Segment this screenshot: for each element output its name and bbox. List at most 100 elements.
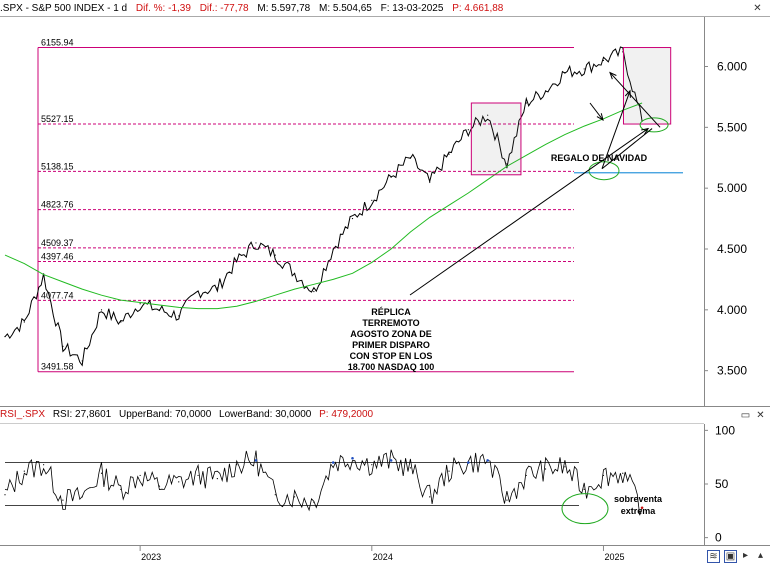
price-point [429,181,431,183]
rsi-point [622,472,624,474]
price-point [62,345,64,347]
rsi-header: RSI_.SPX RSI: 27,8601 UpperBand: 70,0000… [0,408,378,422]
price-series-line [4,46,643,367]
fib-level-label: 4077.74 [41,290,74,300]
change-percent: Dif. %: -1,39 [135,3,191,14]
rsi-lower: LowerBand: 30,0000 [219,409,312,420]
time-tick-label: 2024 [373,552,393,562]
rsi-point [100,472,103,474]
rsi-point [120,488,122,490]
price-point [23,321,25,323]
price-point [525,102,527,104]
save-icon[interactable]: ▣ [724,550,737,563]
price-tick-label: 6.000 [717,60,747,74]
price-point [602,59,605,62]
rsi-point [486,459,489,462]
price-point [313,290,315,293]
price-point [81,360,83,362]
price-point [274,254,276,256]
settings-icon[interactable]: ▴ [757,550,764,561]
price-tick-label: 4.000 [717,303,747,317]
rsi-point [602,474,605,477]
rsi-point [4,494,6,496]
moving-average-line [4,102,643,310]
price-point [371,199,373,201]
price-point [409,157,412,159]
oversold-ellipse [561,493,609,525]
price-point [487,114,489,116]
price-point [293,272,296,274]
projection-down-line [601,128,653,170]
close-pane-icon[interactable]: ✕ [756,410,765,421]
rsi-p: P: 479,2000 [319,409,374,420]
regalo-annotation: REGALO DE NAVIDAD [551,153,648,163]
price-point [448,153,450,155]
august-box [470,102,522,176]
rsi-point [62,499,64,501]
price-point [583,68,585,70]
rsi-point [544,468,547,470]
replica-annotation-line: CON STOP EN LOS [350,351,433,361]
time-tick-label: 2025 [604,552,624,562]
rsi-point [525,474,527,477]
fib-level-label: 4823.76 [41,200,74,210]
price-tick-label: 4.500 [717,242,747,256]
rsi-point [506,499,508,501]
price-point [100,309,103,311]
minimize-icon[interactable]: ▭ [740,410,751,421]
p-value: P: 4.661,88 [452,3,504,14]
change-value: Dif.: -77,78 [199,3,249,14]
rsi-point [331,461,335,464]
price-tick-label: 3.500 [717,364,747,378]
fib-level-label: 5138.15 [41,161,74,171]
rsi-point [409,467,412,469]
fib-level-label: 6155.94 [41,38,74,48]
replica-annotation-line: PRIMER DISPARO [352,340,430,350]
price-point [178,315,180,317]
rsi-upper: UpperBand: 70,0000 [118,409,212,420]
rsi-tick-label: 0 [715,531,722,545]
fib-level-label: 4397.46 [41,251,74,261]
rsi-point [236,464,238,466]
price-point [236,260,238,262]
close-icon[interactable]: ✕ [753,3,762,14]
rsi-point [371,464,373,466]
time-tick-label: 2023 [141,552,161,562]
price-point [4,336,6,338]
projection-up-arrow-head [609,71,617,80]
price-point [351,217,354,220]
rsi-point [564,466,566,468]
oversold-annotation-line: extrema [621,506,657,516]
replica-annotation-line: 18.700 NASDAQ 100 [348,362,435,372]
price-point [544,90,547,92]
rsi-point [158,485,161,487]
zoom-icon[interactable]: ▸ [742,550,749,561]
rsi-point [389,459,393,462]
rsi-point [139,474,141,477]
rsi-point [43,464,45,466]
rsi-value: RSI: 27,8601 [52,409,112,420]
rsi-point [583,488,585,490]
rsi-point [197,474,199,477]
projection-rebound-arrow-head [624,89,631,98]
rsi-point [467,461,470,464]
rsi-point [274,494,276,496]
scale-icon[interactable]: ≋ [707,550,720,563]
replica-arrow [409,128,649,296]
date-label: F: 13-03-2025 [380,3,444,14]
price-point [467,129,469,131]
rsi-point [351,456,354,460]
rsi-point [640,506,644,510]
price-tick-label: 5.500 [717,120,747,134]
rsi-point [216,478,218,480]
fib-level-label: 5527.15 [41,114,74,124]
rsi-tick-label: 50 [715,477,729,491]
fib-level-label: 4509.37 [41,238,74,248]
rsi-series-line [4,449,643,516]
rsi-name: RSI_.SPX [0,409,46,420]
rsi-point [293,496,296,498]
price-point [506,163,508,165]
max-price: M: 5.597,78 [257,3,311,14]
chart-header: .SPX - S&P 500 INDEX - 1 d Dif. %: -1,39… [0,0,770,17]
